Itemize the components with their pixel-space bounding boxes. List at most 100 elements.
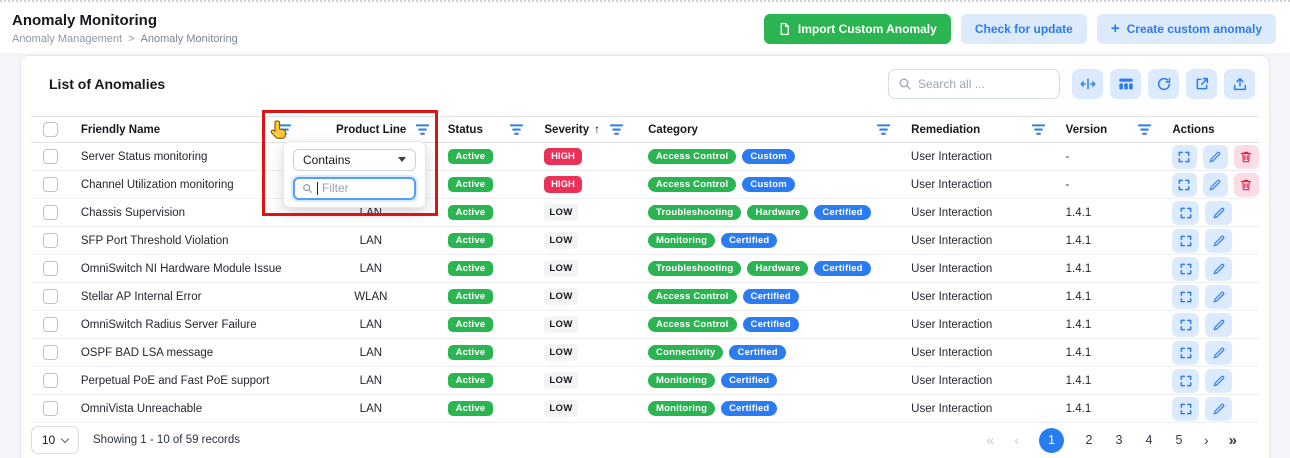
friendly-name-cell: Server Status monitoring [80, 150, 208, 163]
sort-ascending-icon[interactable]: ↑ [594, 123, 600, 136]
row-checkbox[interactable] [43, 233, 59, 248]
status-badge: Active [447, 316, 494, 333]
severity-badge: LOW [544, 260, 578, 277]
category-cell: Monitoring Certified [634, 400, 901, 417]
table-row: OmniVista Unreachable LAN Active LOW Mon… [31, 395, 1259, 423]
product-line-cell: LAN [359, 374, 383, 387]
breadcrumb-parent[interactable]: Anomaly Management [12, 33, 123, 45]
create-custom-anomaly-button[interactable]: + Create custom anomaly [1096, 13, 1276, 44]
row-checkbox[interactable] [43, 289, 59, 304]
page-2-button[interactable]: 2 [1085, 433, 1093, 447]
row-checkbox[interactable] [43, 373, 59, 388]
edit-button[interactable] [1202, 144, 1228, 169]
category-cell: Access Control Certified [634, 288, 901, 305]
expand-button[interactable] [1172, 340, 1200, 365]
product-line-filter-icon[interactable] [415, 123, 430, 136]
prev-page-button[interactable]: ‹ [1014, 432, 1019, 448]
category-tag: Certified [721, 400, 778, 417]
edit-button[interactable] [1205, 200, 1233, 225]
expand-button[interactable] [1171, 172, 1197, 197]
status-filter-icon[interactable] [509, 123, 524, 136]
expand-button[interactable] [1172, 284, 1200, 309]
plus-icon: + [1110, 19, 1120, 37]
expand-button[interactable] [1172, 228, 1200, 253]
column-resize-button[interactable] [1072, 69, 1103, 99]
first-page-button[interactable]: « [986, 432, 995, 448]
expand-button[interactable] [1172, 256, 1200, 281]
version-cell: 1.4.1 [1065, 262, 1092, 275]
row-checkbox[interactable] [43, 345, 59, 360]
product-line-cell: LAN [359, 318, 383, 331]
table-row: OmniSwitch NI Hardware Module Issue LAN … [31, 255, 1259, 283]
column-chooser-button[interactable] [1110, 69, 1141, 99]
row-checkbox[interactable] [43, 401, 59, 416]
delete-button[interactable] [1233, 144, 1259, 169]
expand-icon [1179, 290, 1193, 304]
edit-button[interactable] [1205, 396, 1233, 421]
table-row: Chassis Supervision LAN Active LOW Troub… [31, 199, 1259, 227]
import-file-icon [778, 22, 791, 36]
edit-button[interactable] [1202, 172, 1228, 197]
upload-button[interactable] [1224, 69, 1255, 99]
version-cell: 1.4.1 [1065, 290, 1092, 303]
page-header: Anomaly Monitoring Anomaly Management > … [0, 0, 1290, 53]
caret-down-icon [398, 157, 406, 163]
expand-button[interactable] [1171, 144, 1197, 169]
edit-button[interactable] [1205, 284, 1233, 309]
row-checkbox[interactable] [43, 261, 59, 276]
edit-button[interactable] [1205, 228, 1233, 253]
expand-button[interactable] [1172, 200, 1200, 225]
edit-button[interactable] [1205, 312, 1233, 337]
version-filter-icon[interactable] [1137, 123, 1152, 136]
severity-badge: HIGH [544, 148, 582, 165]
filter-input[interactable]: Filter [293, 176, 416, 200]
table-row: Server Status monitoring Active HIGH Acc… [31, 143, 1259, 171]
expand-button[interactable] [1172, 312, 1200, 337]
row-checkbox[interactable] [43, 317, 59, 332]
select-all-checkbox[interactable] [43, 122, 59, 137]
page-1-button[interactable]: 1 [1038, 427, 1064, 453]
panel-title: List of Anomalies [49, 76, 166, 92]
actions-cell [1162, 340, 1259, 365]
category-filter-icon[interactable] [876, 123, 891, 136]
severity-filter-icon[interactable] [609, 123, 624, 136]
trash-icon [1239, 178, 1253, 192]
friendly-name-cell: OmniVista Unreachable [80, 402, 203, 415]
edit-button[interactable] [1205, 256, 1233, 281]
edit-button[interactable] [1205, 340, 1233, 365]
header-severity[interactable]: Severity [544, 123, 590, 136]
row-checkbox[interactable] [43, 205, 59, 220]
expand-button[interactable] [1172, 396, 1200, 421]
expand-button[interactable] [1172, 368, 1200, 393]
open-external-icon [1194, 76, 1210, 92]
page-3-button[interactable]: 3 [1115, 433, 1123, 447]
remediation-cell: User Interaction [911, 262, 993, 275]
actions-cell [1162, 172, 1259, 197]
edit-button[interactable] [1205, 368, 1233, 393]
version-cell: 1.4.1 [1065, 206, 1092, 219]
filter-operator-select[interactable]: Contains [293, 149, 416, 171]
search-box[interactable] [888, 69, 1060, 99]
search-input[interactable] [918, 77, 1038, 91]
version-cell: 1.4.1 [1065, 346, 1092, 359]
page-title: Anomaly Monitoring [12, 12, 157, 29]
page-4-button[interactable]: 4 [1145, 433, 1153, 447]
remediation-cell: User Interaction [910, 178, 993, 191]
category-tag: Access Control [647, 148, 737, 165]
import-custom-anomaly-button[interactable]: Import Custom Anomaly [763, 13, 951, 44]
remediation-filter-icon[interactable] [1031, 123, 1046, 136]
next-page-button[interactable]: › [1203, 432, 1209, 448]
status-badge: Active [447, 400, 494, 417]
last-page-button[interactable]: » [1228, 431, 1237, 449]
export-button[interactable] [1186, 69, 1217, 99]
row-checkbox[interactable] [43, 177, 59, 192]
page-size-select[interactable]: 10 [31, 426, 79, 454]
row-checkbox[interactable] [43, 149, 59, 164]
delete-button[interactable] [1233, 172, 1259, 197]
edit-pencil-icon [1208, 150, 1222, 164]
remediation-cell: User Interaction [911, 290, 993, 303]
check-for-update-button[interactable]: Check for update [960, 13, 1087, 44]
refresh-button[interactable] [1148, 69, 1179, 99]
header-status: Status [447, 123, 483, 136]
page-5-button[interactable]: 5 [1175, 433, 1183, 447]
